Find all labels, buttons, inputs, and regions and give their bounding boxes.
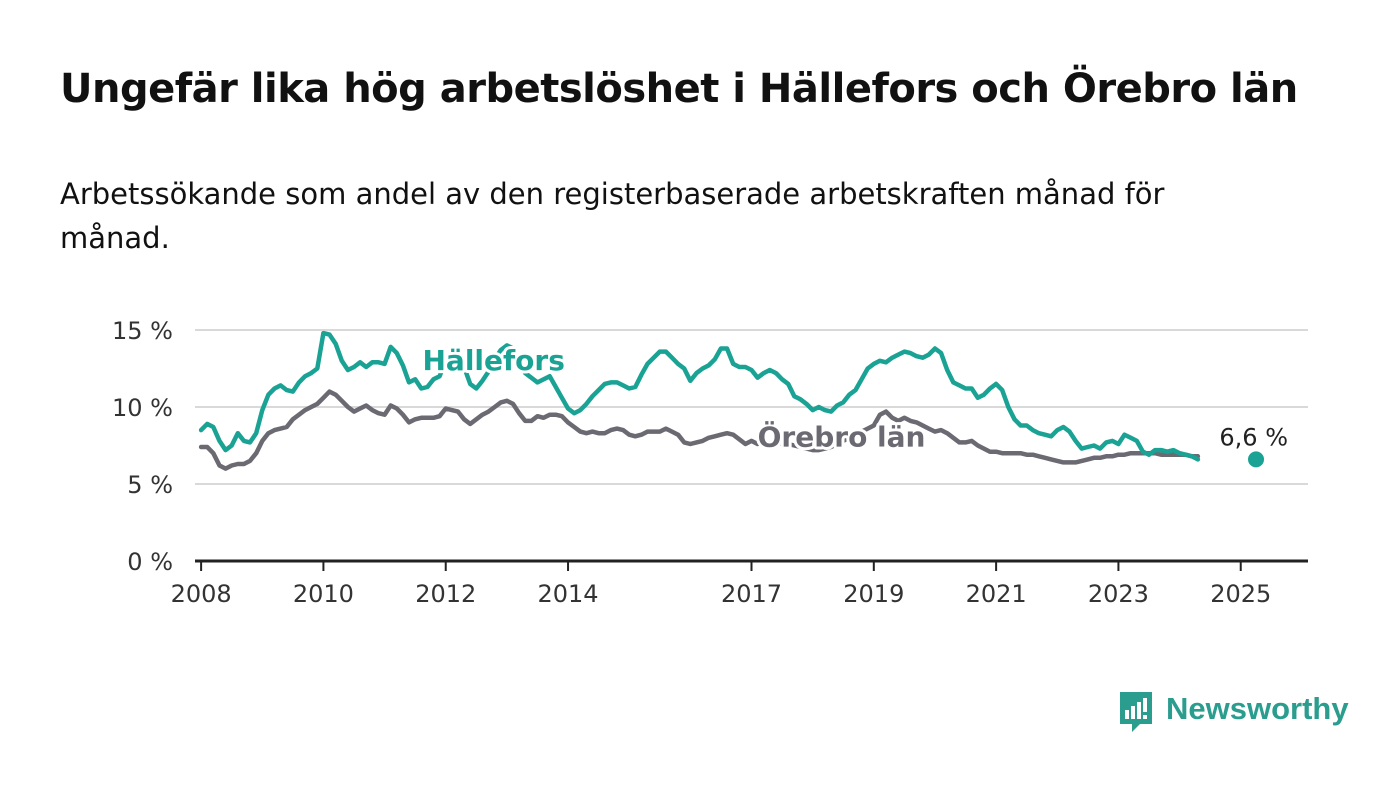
series-label-orebro-lan: Örebro län [758, 419, 926, 453]
x-axis: 2008 2010 2012 2014 2017 2019 2021 2023 2025 [171, 559, 1308, 608]
series-label-hallefors: Hällefors [422, 344, 564, 377]
x-tick-label: 2008 [171, 580, 232, 608]
y-tick-label: 15 % [112, 317, 173, 345]
series-line-orebro-lan [198, 389, 1201, 471]
y-axis-tick-labels: 0 % 5 % 10 % 15 % [112, 317, 173, 576]
x-tick-label: 2023 [1088, 580, 1149, 608]
end-marker: 6,6 % [1217, 421, 1291, 468]
y-tick-label: 5 % [127, 471, 173, 499]
series-line-hallefors [198, 330, 1201, 462]
x-tick-label: 2025 [1210, 580, 1271, 608]
x-tick-label: 2010 [293, 580, 354, 608]
x-tick-label: 2019 [843, 580, 904, 608]
x-tick-label: 2012 [415, 580, 476, 608]
x-tick-label: 2017 [721, 580, 782, 608]
y-tick-label: 10 % [112, 394, 173, 422]
chart-subtitle: Arbetssökande som andel av den registerb… [60, 177, 1165, 255]
x-tick-label: 2014 [537, 580, 598, 608]
gridlines [195, 329, 1308, 485]
chart-title: Ungefär lika hög arbetslöshet i Hällefor… [60, 66, 1298, 112]
x-tick-label: 2021 [966, 580, 1027, 608]
newsworthy-logo-icon [1120, 692, 1152, 732]
end-point-marker [1248, 451, 1265, 468]
end-value-label: 6,6 % [1219, 423, 1288, 451]
newsworthy-wordmark: Newsworthy [1166, 691, 1349, 726]
y-tick-label: 0 % [127, 548, 173, 576]
series-lines [198, 330, 1201, 471]
series-labels: Hällefors Örebro län [419, 341, 928, 456]
